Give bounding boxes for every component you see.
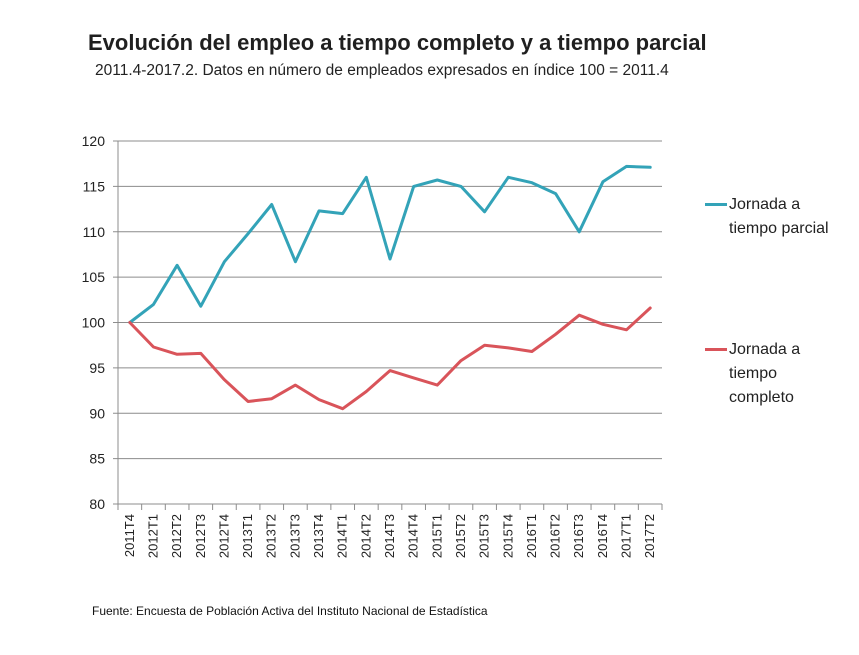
y-tick-label: 120 (82, 133, 106, 149)
y-axis-ticks: 80 85 90 95 100 105 110 115 120 (82, 133, 118, 512)
y-tick-label: 90 (89, 405, 105, 421)
x-tick-label: 2015T3 (477, 514, 492, 558)
x-tick-label: 2013T4 (311, 514, 326, 558)
chart-title: Evolución del empleo a tiempo completo y… (88, 30, 707, 55)
x-tick-label: 2013T1 (240, 514, 255, 558)
x-tick-label: 2013T3 (287, 514, 302, 558)
x-tick-label: 2014T3 (382, 514, 397, 558)
series-lines (128, 164, 652, 411)
x-tick-label: 2016T4 (595, 514, 610, 558)
y-tick-label: 100 (82, 315, 106, 331)
y-tick-label: 95 (89, 360, 105, 376)
x-tick-label: 2014T4 (406, 514, 421, 558)
source-note: Fuente: Encuesta de Población Activa del… (92, 604, 488, 618)
legend-item-completo: Jornada a tiempo completo (705, 338, 829, 410)
legend-label-parcial: Jornada a tiempo parcial (729, 196, 829, 237)
y-tick-label: 115 (83, 178, 106, 194)
x-tick-label: 2011T4 (122, 514, 137, 557)
x-tick-label: 2012T4 (216, 514, 231, 558)
x-tick-label: 2015T2 (453, 514, 468, 558)
x-tick-label: 2015T1 (429, 514, 444, 558)
y-tick-label: 80 (89, 496, 105, 512)
series-line-tiempo-completo (128, 306, 652, 411)
legend-swatch-parcial (705, 203, 727, 206)
legend-item-parcial: Jornada a tiempo parcial (705, 193, 829, 241)
series-line-tiempo-parcial (128, 164, 652, 324)
legend-label-completo: Jornada a tiempo completo (729, 341, 801, 406)
x-tick-label: 2012T3 (193, 514, 208, 558)
y-tick-label: 105 (82, 269, 106, 285)
x-tick-label: 2012T2 (169, 514, 184, 558)
y-tick-label: 110 (83, 224, 106, 240)
x-tick-label: 2016T3 (571, 514, 586, 558)
x-tick-label: 2013T2 (264, 514, 279, 558)
x-axis-ticks: 2011T4 2012T1 2012T2 2012T3 2012T4 2013T1 2013… (117, 504, 663, 558)
x-tick-label: 2017T1 (619, 514, 634, 558)
gridlines (118, 140, 662, 460)
x-tick-label: 2016T1 (524, 514, 539, 558)
chart-subtitle: 2011.4-2017.2. Datos en número de emplea… (95, 62, 669, 79)
x-tick-label: 2015T4 (500, 514, 515, 558)
y-tick-label: 85 (89, 451, 105, 467)
legend-swatch-completo (705, 348, 727, 351)
x-tick-label: 2016T2 (548, 514, 563, 558)
x-tick-label: 2017T2 (642, 514, 657, 558)
x-tick-label: 2014T1 (335, 514, 350, 558)
x-tick-label: 2012T1 (145, 514, 160, 558)
x-tick-label: 2014T2 (358, 514, 373, 558)
